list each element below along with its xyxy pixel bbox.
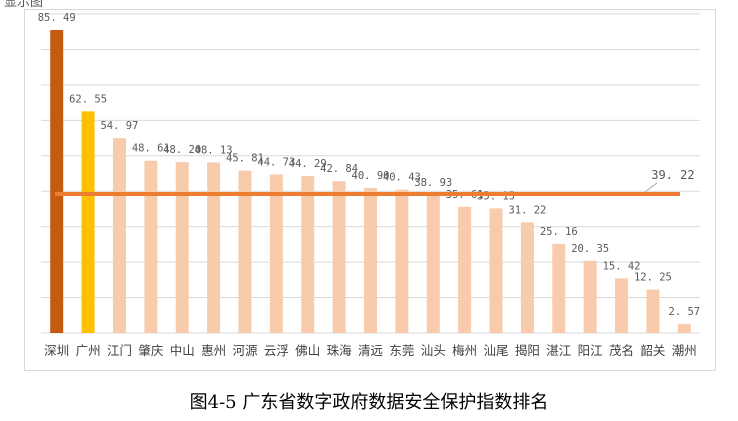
data-label: 85. 49 — [38, 12, 76, 24]
bar — [364, 188, 377, 333]
bar — [207, 162, 221, 333]
data-label: 44. 73 — [257, 156, 295, 168]
category-tick-label: 珠海 — [327, 343, 353, 358]
bar — [426, 195, 440, 333]
data-label: 2. 57 — [669, 306, 701, 318]
category-tick-label: 湛江 — [546, 343, 571, 358]
category-tick-label: 韶关 — [640, 343, 665, 358]
bar — [615, 278, 629, 333]
category-tick-label: 肇庆 — [138, 343, 164, 358]
data-label: 31. 22 — [508, 204, 546, 216]
category-tick-label: 潮州 — [672, 343, 697, 358]
category-tick-label: 清远 — [358, 343, 384, 358]
bar — [301, 176, 315, 333]
category-tick-label: 东莞 — [389, 343, 414, 358]
category-tick-label: 茂名 — [609, 343, 634, 358]
bar-chart: 85. 49 深圳 62. 55 广州 54. 97 江门 48. 61 肇庆 48. 20 中山… — [38, 12, 701, 358]
category-tick-label: 阳江 — [578, 343, 603, 358]
bar — [332, 181, 346, 333]
bar — [646, 289, 660, 333]
bar — [552, 243, 566, 333]
category-tick-label: 梅州 — [452, 343, 477, 358]
category-tick-label: 江门 — [107, 343, 132, 358]
chart-frame: 85. 49 深圳 62. 55 广州 54. 97 江门 48. 61 肇庆 48. 20 中山… — [24, 9, 716, 371]
bar — [520, 222, 534, 333]
figure-caption: 图4-5 广东省数字政府数据安全保护指数排名 — [189, 392, 549, 413]
data-label: 48. 61 — [132, 143, 170, 155]
data-label: 15. 42 — [603, 260, 641, 272]
category-tick-label: 云浮 — [264, 343, 289, 358]
category-tick-label: 广州 — [76, 343, 101, 358]
bar — [81, 111, 95, 333]
data-label: 40. 43 — [383, 172, 421, 184]
data-label: 20. 35 — [571, 243, 609, 255]
category-tick-label: 惠州 — [201, 343, 226, 358]
data-label: 38. 93 — [414, 177, 452, 189]
bar — [395, 189, 409, 333]
data-label: 48. 20 — [163, 144, 201, 156]
category-tick-label: 中山 — [170, 343, 195, 358]
data-label: 48. 13 — [195, 144, 233, 156]
bar — [238, 170, 252, 333]
bar — [269, 174, 283, 333]
bar — [489, 208, 503, 333]
reference-leader-line — [644, 182, 658, 193]
bar — [677, 323, 691, 333]
data-label: 40. 90 — [352, 170, 390, 182]
data-label: 12. 25 — [634, 272, 672, 284]
category-tick-label: 揭阳 — [515, 343, 540, 358]
bar — [50, 29, 64, 334]
bar — [144, 160, 158, 333]
bar — [112, 138, 126, 333]
category-tick-label: 深圳 — [44, 343, 69, 358]
bar — [583, 260, 597, 333]
reference-line-label: 39. 22 — [651, 168, 694, 182]
data-label: 44. 29 — [289, 158, 327, 170]
partial-heading-text: 显示图 — [4, 0, 44, 10]
data-label: 42. 84 — [320, 163, 358, 175]
category-tick-label: 河源 — [232, 343, 258, 358]
data-label: 25. 16 — [540, 226, 578, 238]
category-tick-label: 佛山 — [295, 343, 320, 358]
data-label: 62. 55 — [69, 93, 107, 105]
bar — [175, 162, 189, 333]
category-tick-label: 汕头 — [421, 343, 446, 358]
bar — [458, 206, 472, 333]
category-tick-label: 汕尾 — [484, 343, 509, 358]
data-label: 45. 81 — [226, 153, 264, 165]
data-label: 54. 97 — [100, 120, 138, 132]
